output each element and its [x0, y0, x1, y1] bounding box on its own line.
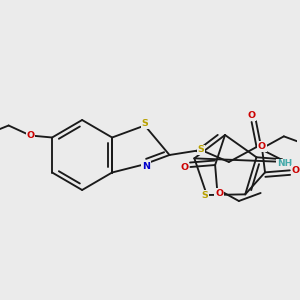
Text: O: O: [180, 163, 188, 172]
Text: O: O: [26, 131, 34, 140]
Text: NH: NH: [277, 160, 292, 169]
Text: O: O: [215, 188, 223, 197]
Text: S: S: [141, 119, 148, 128]
Text: S: S: [198, 146, 205, 154]
Text: N: N: [142, 162, 150, 171]
Text: O: O: [258, 142, 266, 151]
Text: S: S: [202, 190, 208, 200]
Text: O: O: [292, 166, 300, 175]
Text: O: O: [248, 112, 256, 121]
